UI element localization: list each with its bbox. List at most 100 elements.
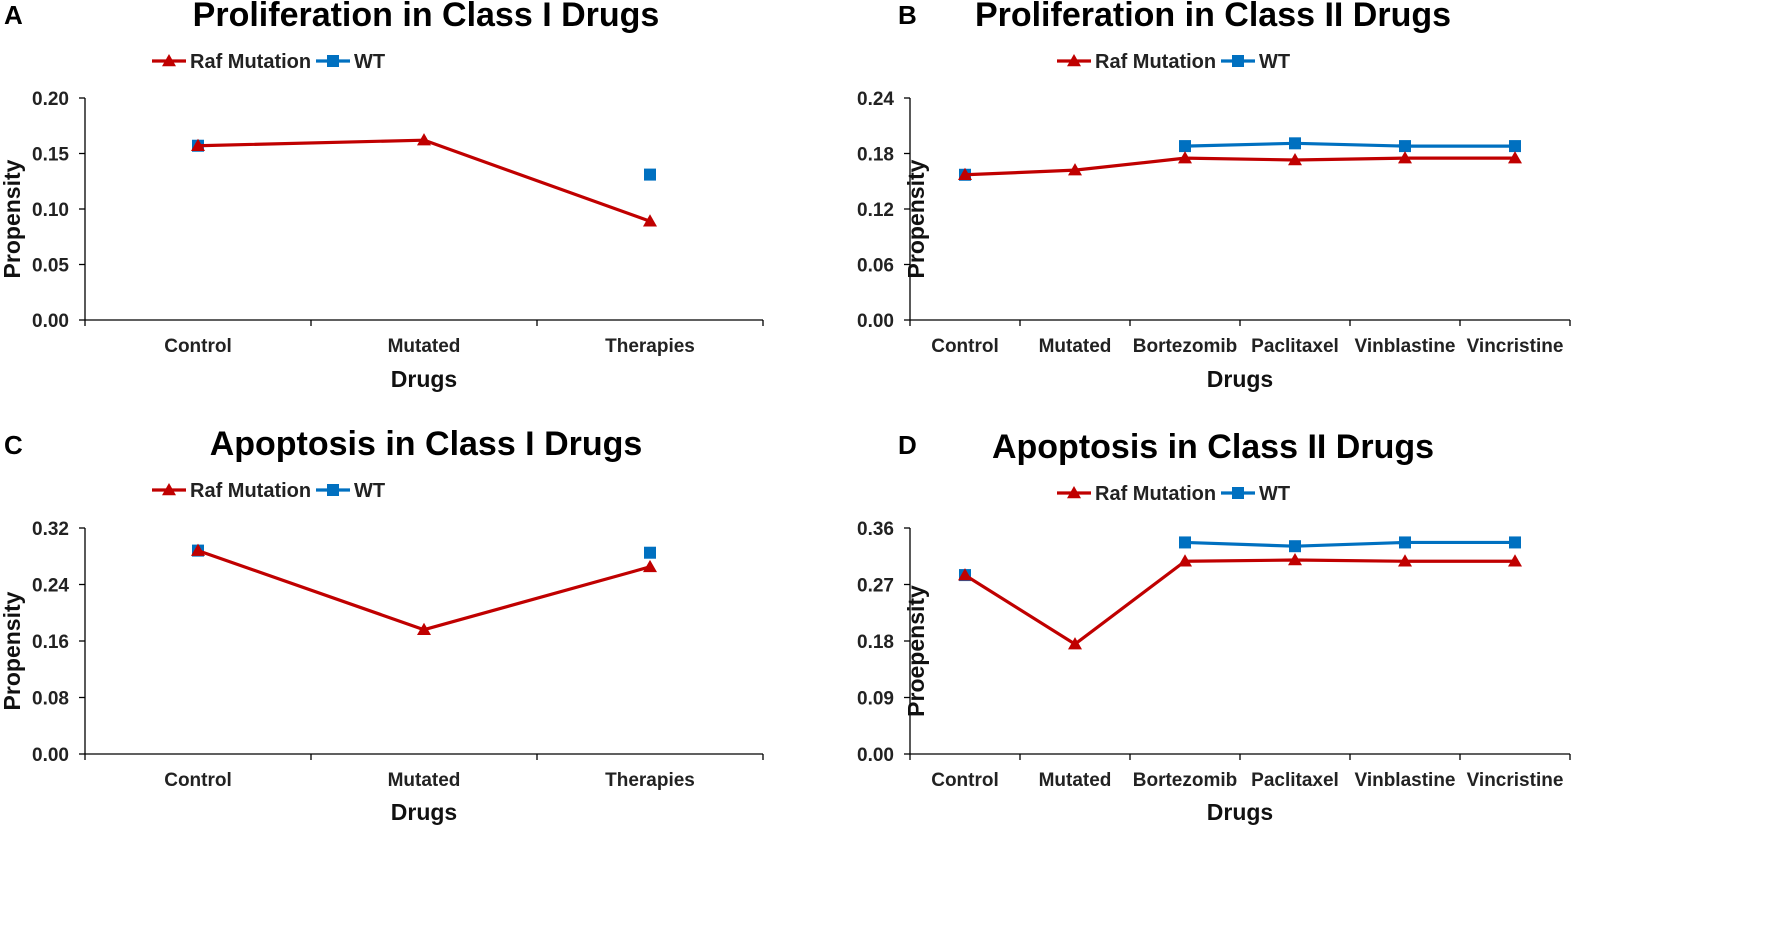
data-point [644, 546, 656, 559]
data-point [1178, 554, 1192, 567]
y-tick-label: 0.12 [857, 200, 894, 221]
y-tick-label: 0.15 [32, 145, 69, 166]
legend-marker [162, 483, 176, 496]
legend-item-raf-mutation: Raf Mutation [1057, 483, 1216, 505]
y-tick-label: 0.09 [857, 689, 894, 710]
chart-title: Proliferation in Class II Drugs [975, 0, 1451, 34]
x-tick-label: Bortezomib [1133, 336, 1238, 357]
x-axis-title: Drugs [391, 799, 457, 825]
data-point [417, 622, 431, 635]
legend-marker [327, 484, 339, 496]
y-axis-title: Propensity [903, 159, 929, 278]
data-point [1398, 151, 1412, 164]
data-point [191, 138, 205, 151]
series-line [1184, 141, 1515, 148]
y-tick-label: 0.24 [32, 576, 69, 597]
y-tick-label: 0.27 [857, 576, 894, 597]
chart-title: Apoptosis in Class I Drugs [210, 425, 643, 463]
panel-letter: A [4, 0, 23, 30]
chart-title: Proliferation in Class I Drugs [193, 0, 660, 34]
chart-panel-a: A Proliferation in Class I Drugs Raf Mutat… [0, 0, 764, 392]
series-raf-mutation [191, 543, 657, 635]
x-tick-label: Vincristine [1467, 336, 1564, 357]
series-line [964, 156, 1515, 177]
legend-item-wt: WT [1221, 483, 1290, 505]
data-point [1068, 163, 1082, 176]
y-tick-label: 0.18 [857, 632, 894, 653]
legend-marker [1232, 55, 1244, 67]
chart-panel-b: B Proliferation in Class II Drugs Raf Muta… [857, 0, 1571, 392]
x-tick-label: Mutated [388, 770, 461, 791]
x-tick-label: Paclitaxel [1251, 770, 1339, 791]
data-point [1288, 553, 1302, 566]
series-wt [959, 536, 1521, 582]
panel-letter: C [4, 430, 23, 460]
legend-marker [1232, 487, 1244, 499]
x-axis-title: Drugs [1207, 799, 1273, 825]
legend-label: WT [1259, 483, 1290, 505]
chart-panel-c: C Apoptosis in Class I Drugs Raf Mutation W… [0, 425, 764, 825]
legend: Raf Mutation WT [1057, 51, 1290, 73]
x-tick-label: Paclitaxel [1251, 336, 1339, 357]
data-point [1289, 540, 1301, 553]
x-tick-label: Control [931, 770, 999, 791]
panel-letter: B [898, 0, 917, 30]
data-point [1179, 536, 1191, 549]
data-point [1399, 536, 1411, 549]
y-axis-title: Proepensity [903, 585, 929, 717]
panel-letter: D [898, 430, 917, 460]
data-point [644, 168, 656, 181]
legend-label: Raf Mutation [1095, 51, 1216, 73]
chart-panel-d: D Apoptosis in Class II Drugs Raf Mutation… [857, 428, 1571, 825]
data-point [1509, 140, 1521, 153]
series-raf-mutation [958, 553, 1522, 650]
data-point [958, 167, 972, 181]
x-tick-label: Mutated [388, 336, 461, 357]
y-tick-label: 0.00 [857, 311, 894, 332]
series-line [197, 138, 651, 223]
data-point [1068, 637, 1082, 650]
data-point [1179, 140, 1191, 153]
series-wt [959, 137, 1521, 181]
x-tick-label: Mutated [1039, 336, 1112, 357]
data-point [1399, 140, 1411, 153]
x-tick-label: Control [931, 336, 999, 357]
legend-item-wt: WT [316, 51, 385, 73]
y-tick-label: 0.10 [32, 200, 69, 221]
series-wt [192, 544, 656, 559]
data-point [1288, 152, 1302, 166]
y-tick-label: 0.06 [857, 256, 894, 277]
legend-item-raf-mutation: Raf Mutation [1057, 51, 1216, 73]
legend-label: Raf Mutation [1095, 483, 1216, 505]
data-point [1178, 151, 1192, 164]
series-line [964, 558, 1515, 646]
data-point [958, 568, 972, 581]
x-tick-label: Vincristine [1467, 770, 1564, 791]
data-point [1508, 151, 1522, 164]
x-tick-label: Control [164, 770, 232, 791]
legend: Raf Mutation WT [152, 51, 385, 73]
legend-label: WT [354, 480, 385, 502]
data-point [1509, 536, 1521, 549]
y-tick-label: 0.32 [32, 519, 69, 540]
legend-marker [1067, 486, 1081, 499]
series-line [197, 549, 651, 632]
data-point [417, 133, 431, 146]
y-tick-label: 0.08 [32, 689, 69, 710]
y-tick-label: 0.36 [857, 519, 894, 540]
legend-label: WT [354, 51, 385, 73]
legend-marker [162, 54, 176, 67]
series-wt [192, 139, 656, 181]
data-point [643, 214, 657, 227]
x-tick-label: Vinblastine [1354, 770, 1455, 791]
series-raf-mutation [958, 151, 1522, 181]
y-tick-label: 0.24 [857, 89, 894, 110]
y-tick-label: 0.00 [857, 745, 894, 766]
x-tick-label: Control [164, 336, 232, 357]
legend-item-wt: WT [1221, 51, 1290, 73]
x-tick-label: Mutated [1039, 770, 1112, 791]
data-point [1289, 137, 1301, 150]
y-tick-label: 0.00 [32, 311, 69, 332]
legend-item-raf-mutation: Raf Mutation [152, 51, 311, 73]
